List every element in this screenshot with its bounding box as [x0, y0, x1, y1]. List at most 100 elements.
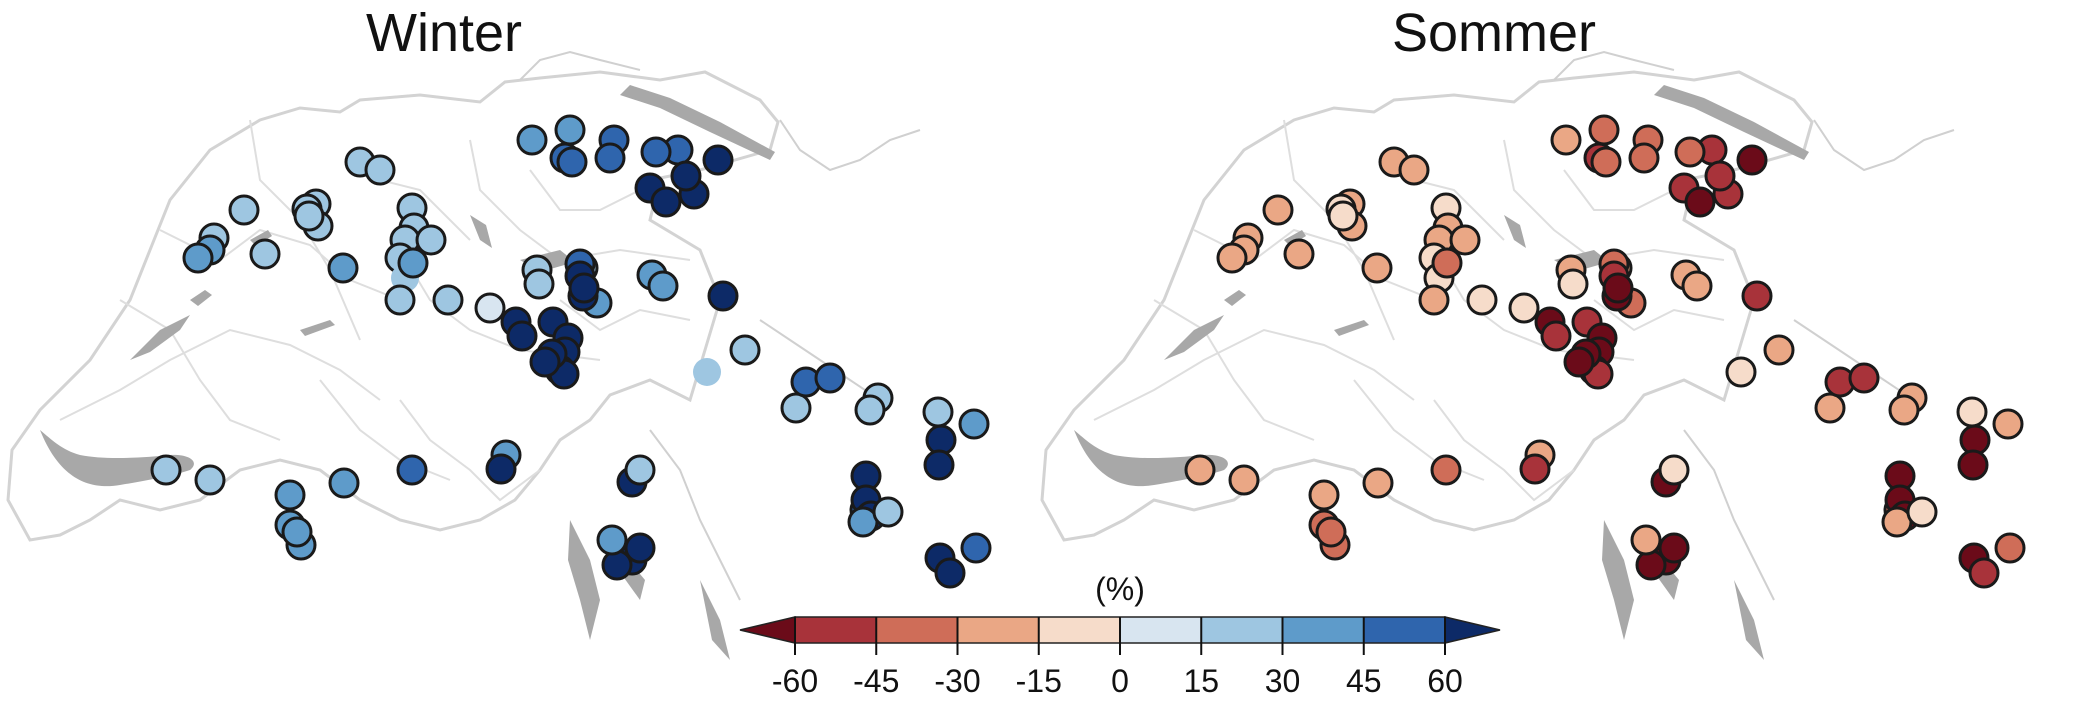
station-marker [1449, 224, 1481, 256]
colorbar-ticks: -60 -45 -30 -15 0 15 30 45 60 [772, 617, 1463, 699]
station-marker [1992, 408, 2024, 440]
panel-title-summer: Sommer [1392, 3, 1597, 63]
station-marker [780, 392, 812, 424]
panel-title-winter: Winter [366, 3, 523, 63]
station-marker [1315, 516, 1347, 548]
station-marker [1563, 346, 1595, 378]
station-marker [594, 142, 626, 174]
station-marker [1398, 154, 1430, 186]
station-marker [1814, 392, 1846, 424]
station-marker [1763, 334, 1795, 366]
station-marker [1602, 272, 1634, 304]
station-marker [814, 362, 846, 394]
station-marker [1540, 320, 1572, 352]
station-marker [670, 160, 702, 192]
station-marker [1184, 454, 1216, 486]
colorbar-tick-label: -45 [853, 663, 899, 699]
colorbar-tick-label: 45 [1346, 663, 1382, 699]
colorbar-swatch [795, 617, 877, 643]
station-marker [1725, 356, 1757, 388]
station-marker [1519, 453, 1551, 485]
station-marker [702, 144, 734, 176]
station-marker [1590, 146, 1622, 178]
station-marker [1216, 242, 1248, 274]
station-marker [872, 496, 904, 528]
colorbar-swatch [1120, 617, 1202, 643]
station-marker [596, 524, 628, 556]
station-marker [650, 186, 682, 218]
station-marker [1361, 252, 1393, 284]
station-marker [640, 136, 672, 168]
station-marker [384, 284, 416, 316]
station-marker [1466, 284, 1498, 316]
stations-summer [1184, 114, 2026, 589]
colorbar-swatch [1201, 617, 1283, 643]
colorbar-tick-label: -30 [934, 663, 980, 699]
station-marker [1848, 362, 1880, 394]
station-marker [922, 396, 954, 428]
station-marker [624, 454, 656, 486]
station-marker [1588, 114, 1620, 146]
station-marker [506, 320, 538, 352]
station-marker [1741, 280, 1773, 312]
station-marker [647, 270, 679, 302]
station-marker [854, 394, 886, 426]
station-marker [1557, 268, 1589, 300]
station-marker [1508, 292, 1540, 324]
station-marker [364, 154, 396, 186]
station-marker [1658, 454, 1690, 486]
station-marker [1327, 200, 1359, 232]
station-marker [150, 454, 182, 486]
colorbar-extend-high [1444, 616, 1501, 644]
colorbar-unit-label: (%) [1095, 571, 1145, 607]
colorbar-tick-label: -60 [772, 663, 818, 699]
station-marker [194, 464, 226, 496]
station-marker [1431, 247, 1463, 279]
station-marker [485, 453, 517, 485]
station-marker [556, 146, 588, 178]
station-marker [1628, 142, 1660, 174]
station-marker [1674, 136, 1706, 168]
station-marker [1888, 394, 1920, 426]
station-marker [934, 557, 966, 589]
station-marker [1684, 186, 1716, 218]
station-marker [1362, 467, 1394, 499]
station-marker [568, 272, 600, 304]
station-marker [397, 247, 429, 279]
station-marker [182, 242, 214, 274]
station-marker [693, 358, 721, 386]
station-marker [1681, 270, 1713, 302]
station-marker [1550, 124, 1582, 156]
station-marker [1906, 496, 1938, 528]
station-marker [1283, 238, 1315, 270]
colorbar-tick-label: -15 [1016, 663, 1062, 699]
station-marker [1704, 160, 1736, 192]
station-marker [554, 114, 586, 146]
station-marker [1418, 284, 1450, 316]
station-marker [1262, 194, 1294, 226]
station-marker [958, 408, 990, 440]
station-marker [249, 238, 281, 270]
station-marker [328, 467, 360, 499]
stations-winter [150, 114, 992, 589]
station-marker [1736, 144, 1768, 176]
station-marker [1308, 479, 1340, 511]
colorbar-swatches [739, 616, 1501, 644]
station-marker [327, 252, 359, 284]
station-marker [529, 346, 561, 378]
station-marker [707, 280, 739, 312]
colorbar-swatch [1363, 617, 1445, 643]
station-marker [523, 268, 555, 300]
station-marker [228, 194, 260, 226]
map-summer [1040, 50, 1956, 662]
map-winter [6, 50, 922, 662]
station-marker [1630, 524, 1662, 556]
station-marker [293, 200, 325, 232]
station-marker [1228, 464, 1260, 496]
colorbar-swatch [1038, 617, 1120, 643]
colorbar: (%) -60 -45 -30 -15 0 15 30 45 60 [739, 571, 1501, 699]
station-marker [1968, 557, 2000, 589]
colorbar-swatch [957, 617, 1039, 643]
station-marker [274, 479, 306, 511]
